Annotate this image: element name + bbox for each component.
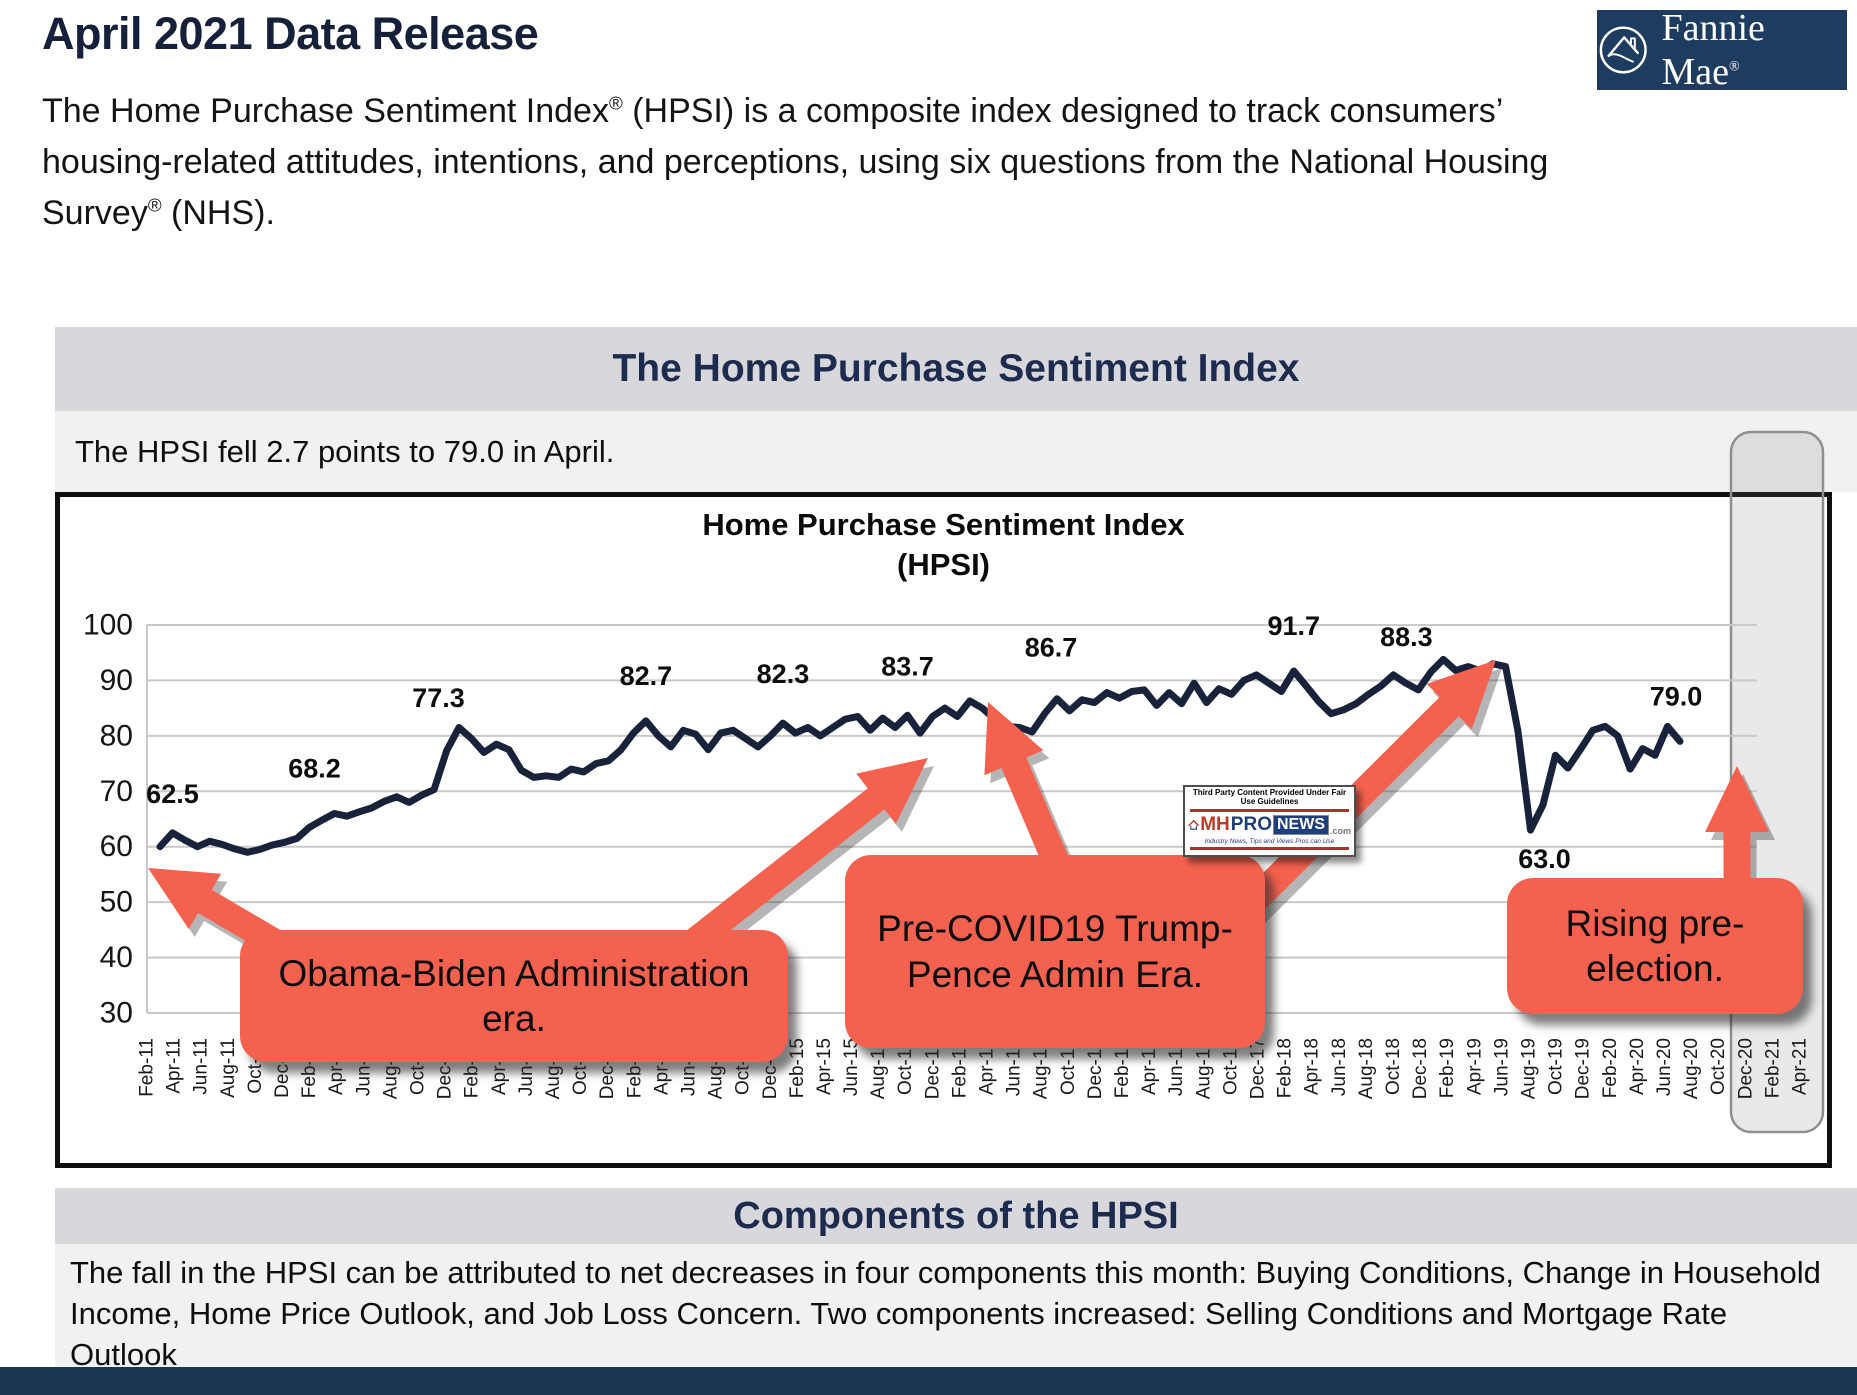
mhpronews-house-icon xyxy=(1188,819,1200,830)
watermark-tagline: Industry News, Tips and Views Pros can U… xyxy=(1204,837,1335,845)
fannie-mae-wordmark: Fannie Mae® xyxy=(1661,7,1765,93)
hpsi-subtitle: The HPSI fell 2.7 points to 79.0 in Apri… xyxy=(55,411,1857,492)
section-header-components: Components of the HPSI xyxy=(55,1188,1857,1244)
components-paragraph: The fall in the HPSI can be attributed t… xyxy=(55,1244,1857,1372)
chart-frame: Home Purchase Sentiment Index (HPSI) xyxy=(55,492,1832,1168)
fannie-mae-logo: Fannie Mae® xyxy=(1597,7,1847,93)
watermark-notice: Third Party Content Provided Under Fair … xyxy=(1192,788,1347,806)
watermark-rule-bottom xyxy=(1190,846,1349,850)
mhpronews-logo: MH PRO NEWS .com xyxy=(1188,814,1351,836)
callout-obama-biden-era: Obama-Biden Administration era. xyxy=(240,930,788,1062)
callout-precovid-trump-pence: Pre-COVID19 Trump-Pence Admin Era. xyxy=(845,855,1265,1048)
page-title: April 2021 Data Release xyxy=(42,8,539,59)
callout-rising-pre-election: Rising pre-election. xyxy=(1507,878,1803,1014)
section-header-hpsi: The Home Purchase Sentiment Index xyxy=(55,327,1857,411)
watermark-rule-top xyxy=(1190,808,1349,812)
chart-title: Home Purchase Sentiment Index (HPSI) xyxy=(702,507,1185,582)
fannie-mae-house-icon xyxy=(1599,26,1647,74)
intro-paragraph: The Home Purchase Sentiment Index® (HPSI… xyxy=(42,92,1549,232)
bottom-bar xyxy=(0,1367,1857,1395)
mhpronews-watermark: Third Party Content Provided Under Fair … xyxy=(1183,785,1356,857)
